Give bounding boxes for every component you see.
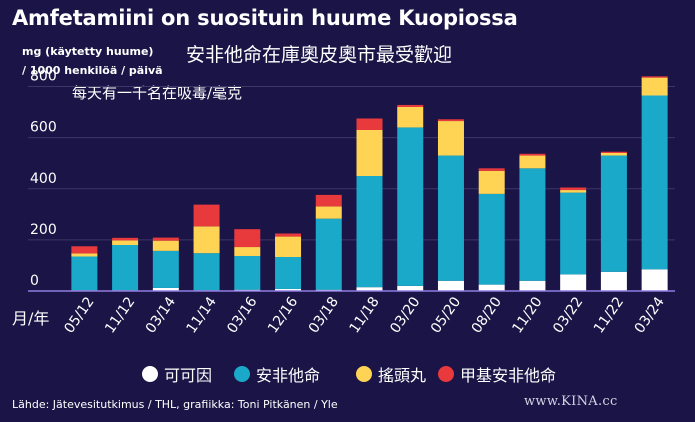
bar-segment-amphetamine (478, 193, 505, 285)
bar-segment-mdma (234, 247, 261, 256)
x-tick-label: 12/16 (265, 294, 301, 336)
bar-segment-amphetamine (437, 155, 464, 281)
bar-segment-mdma (152, 240, 179, 251)
x-tick-label: 11/18 (347, 294, 383, 336)
bar-segment-amphetamine (234, 255, 261, 290)
legend-swatch-cocaine (142, 366, 158, 382)
legend-swatch-methamphetamine (438, 366, 454, 382)
bar-segment-mdma (600, 153, 627, 156)
bar-segment-amphetamine (560, 192, 587, 275)
bar-segment-cocaine (275, 288, 302, 291)
bar-segment-mdma (112, 240, 139, 245)
chinese-unit-label: 每天有一千名在吸毒/毫克 (72, 84, 243, 102)
legend: 可可因 安非他命 搖頭丸 甲基安非他命 (0, 362, 695, 388)
bar-segment-cocaine (152, 287, 179, 291)
bar-segment-cocaine (397, 285, 424, 291)
bar-segment-mdma (437, 121, 464, 156)
bar-segment-methamphetamine (275, 233, 302, 237)
bar-segment-methamphetamine (112, 237, 139, 241)
bar-segment-methamphetamine (560, 187, 587, 191)
bar-segment-amphetamine (641, 95, 668, 270)
x-tick-label: 03/16 (224, 294, 260, 336)
x-tick-label: 03/22 (550, 294, 586, 336)
y-tick-label: 400 (30, 171, 57, 187)
bar-segment-amphetamine (112, 245, 139, 291)
bar-segment-methamphetamine (193, 204, 220, 227)
x-tick-label: 11/20 (509, 294, 545, 336)
legend-label-methamphetamine: 甲基安非他命 (460, 366, 557, 385)
legend-item-cocaine: 可可因 (142, 362, 212, 386)
legend-swatch-amphetamine (234, 366, 250, 382)
bar-segment-amphetamine (71, 256, 98, 291)
bar-segment-methamphetamine (437, 119, 464, 122)
bar-segment-cocaine (560, 274, 587, 291)
bar-segment-cocaine (600, 271, 627, 291)
legend-swatch-mdma (356, 366, 372, 382)
bar-segment-amphetamine (600, 155, 627, 272)
bar-segment-amphetamine (519, 168, 546, 281)
x-tick-label: 11/14 (184, 294, 220, 336)
bar-segment-methamphetamine (356, 118, 383, 130)
legend-item-amphetamine: 安非他命 (234, 362, 320, 386)
bar-segment-cocaine (519, 280, 546, 291)
x-tick-label: 03/20 (387, 294, 423, 336)
bar-segment-mdma (71, 253, 98, 257)
bar-segment-methamphetamine (600, 151, 627, 153)
x-tick-label: 03/14 (143, 294, 179, 336)
bar-segment-amphetamine (356, 176, 383, 288)
bar-segment-cocaine (641, 269, 668, 291)
x-tick-label: 11/22 (591, 294, 627, 336)
legend-label-amphetamine: 安非他命 (256, 366, 321, 385)
bar-segment-methamphetamine (71, 246, 98, 254)
bar-segment-cocaine (356, 287, 383, 291)
chinese-x-axis-label: 月/年 (12, 309, 50, 328)
bar-segment-methamphetamine (315, 194, 342, 207)
bar-segment-cocaine (478, 284, 505, 291)
x-tick-label: 03/24 (632, 294, 668, 336)
bar-segment-mdma (519, 155, 546, 169)
source-credit: Lähde: Jätevesitutkimus / THL, grafiikka… (12, 398, 338, 411)
legend-item-methamphetamine: 甲基安非他命 (438, 362, 556, 386)
x-tick-label: 11/12 (102, 294, 138, 336)
bar-segment-amphetamine (315, 218, 342, 290)
bar-segment-cocaine (437, 280, 464, 291)
x-tick-label: 03/18 (306, 294, 342, 336)
watermark: www.KINA.cc (524, 394, 618, 409)
bar-segment-methamphetamine (641, 76, 668, 78)
legend-label-cocaine: 可可因 (164, 366, 213, 385)
legend-label-mdma: 搖頭丸 (378, 366, 427, 385)
y-axis-label: mg (käytetty huume) / 1000 henkilöä / pä… (22, 42, 163, 80)
bar-segment-methamphetamine (519, 153, 546, 156)
legend-item-mdma: 搖頭丸 (356, 362, 426, 386)
bar-segment-methamphetamine (397, 104, 424, 107)
bar-segment-mdma (397, 107, 424, 128)
x-tick-label: 05/12 (61, 294, 97, 336)
bar-segment-mdma (478, 170, 505, 194)
bar-segment-mdma (641, 77, 668, 96)
chinese-subtitle: 安非他命在庫奧皮奧市最受歡迎 (186, 44, 453, 66)
bar-segment-amphetamine (193, 253, 220, 291)
chart-title: Amfetamiini on suosituin huume Kuopiossa (12, 6, 518, 30)
bar-segment-mdma (315, 206, 342, 219)
bar-segment-mdma (356, 130, 383, 176)
bar-segment-methamphetamine (152, 237, 179, 241)
bar-segment-amphetamine (275, 257, 302, 289)
bar-segment-methamphetamine (234, 229, 261, 248)
bar-segment-mdma (560, 190, 587, 193)
y-tick-label: 600 (30, 120, 57, 136)
y-axis-label-line-1: mg (käytetty huume) (22, 45, 154, 58)
x-tick-label: 05/20 (428, 294, 464, 336)
stacked-bar-chart: 0 200 400 600 800 05/12 11/12 03/14 11/14 03/16 12… (28, 69, 675, 336)
bar-segment-mdma (193, 226, 220, 254)
x-tick-label: 08/20 (469, 294, 505, 336)
y-tick-label: 200 (30, 222, 57, 238)
bar-segment-amphetamine (152, 250, 179, 288)
y-tick-label: 0 (30, 273, 39, 289)
bar-segment-mdma (275, 236, 302, 258)
bar-segment-methamphetamine (478, 168, 505, 171)
y-axis-label-line-2: / 1000 henkilöä / päivä (22, 64, 163, 77)
bar-segment-amphetamine (397, 127, 424, 286)
y-tick-label: 800 (30, 69, 57, 85)
